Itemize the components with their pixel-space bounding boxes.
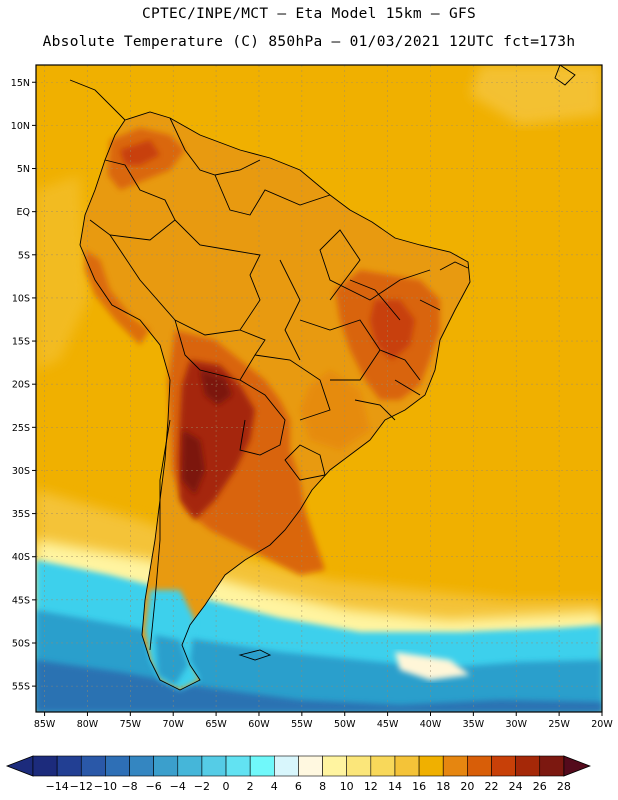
colorbar-swatch: [225, 755, 251, 777]
warm-ocean-patch: [470, 65, 602, 125]
colorbar-label: 16: [412, 780, 426, 793]
lon-tick-label: 20W: [591, 719, 613, 730]
chart-title-line2: Absolute Temperature (C) 850hPa – 01/03/…: [42, 34, 576, 50]
colorbar-label: 28: [557, 780, 571, 793]
lat-tick-label: 5S: [18, 250, 30, 261]
colorbar-swatch: [346, 755, 372, 777]
colorbar-swatch: [467, 755, 492, 777]
colorbar-min-arrow: [5, 755, 34, 777]
colorbar-swatch: [274, 755, 299, 777]
colorbar-swatch: [394, 755, 420, 777]
cold-land-deep: [155, 635, 188, 685]
lat-tick-label: 5N: [17, 164, 30, 175]
lon-tick-label: 25W: [548, 719, 570, 730]
colorbar-swatch: [442, 755, 468, 777]
lat-tick-label: 50S: [12, 638, 30, 649]
lat-tick-label: 15N: [11, 78, 30, 89]
colorbar-label: 18: [436, 780, 450, 793]
warm-region: [300, 370, 370, 450]
colorbar-label: −14: [46, 780, 69, 793]
colorbar-label: 2: [247, 780, 254, 793]
warm-ocean-patch: [36, 175, 88, 370]
very-hot-core: [120, 140, 160, 165]
lon-tick-label: 75W: [120, 719, 142, 730]
colorbar-swatch: [249, 755, 275, 777]
very-hot-core: [200, 370, 232, 405]
lon-tick-label: 55W: [291, 719, 313, 730]
colorbar-label: 6: [295, 780, 302, 793]
graticule: [36, 65, 602, 712]
colorbar-swatch: [56, 755, 82, 777]
very-hot-core: [370, 300, 415, 360]
colorbar-label: 24: [509, 780, 523, 793]
lat-tick-label: 15S: [12, 337, 30, 348]
colorbar-label: −8: [121, 780, 137, 793]
colorbar-swatch: [80, 755, 106, 777]
lon-tick-label: 70W: [162, 719, 184, 730]
colorbar-swatch: [32, 755, 58, 777]
hot-region: [85, 250, 150, 345]
latitude-axis: 15N 10N 5N EQ 5S 10S 15S 20S 25S 30S 35S 40S 45S 50S 5…: [11, 78, 36, 693]
colorbar-label: 4: [271, 780, 278, 793]
colorbar-swatch: [370, 755, 396, 777]
lat-tick-label: 45S: [12, 595, 30, 606]
colorbar-label: 0: [223, 780, 230, 793]
colorbar-swatch: [515, 755, 541, 777]
colorbar-swatch: [177, 755, 203, 777]
lat-tick-label: EQ: [17, 207, 30, 218]
longitude-axis: 85W 80W 75W 70W 65W 60W 55W 50W 45W 40W 35W 30W 25W 2…: [34, 712, 613, 730]
temperature-field: [36, 65, 602, 712]
colorbar-swatch: [201, 755, 227, 777]
lat-tick-label: 55S: [12, 682, 30, 693]
lat-tick-label: 40S: [12, 552, 30, 563]
colorbar-label: 22: [484, 780, 498, 793]
colorbar-label: −4: [170, 780, 186, 793]
lon-tick-label: 30W: [506, 719, 528, 730]
lat-tick-label: 35S: [12, 509, 30, 520]
colorbar-swatch: [322, 755, 347, 777]
colorbar-label: −10: [94, 780, 117, 793]
colorbar-swatch: [491, 755, 516, 777]
lat-tick-label: 25S: [12, 423, 30, 434]
very-hot-core: [182, 430, 205, 495]
colorbar: −14 −12 −10 −8 −6 −4 −2 0 2 4 6 8 10 12 14 16 18 20 22 24 26…: [5, 755, 591, 793]
colorbar-swatch: [418, 755, 444, 777]
lat-tick-label: 30S: [12, 466, 30, 477]
colorbar-label: 12: [364, 780, 378, 793]
map-frame: [35, 64, 603, 713]
chart-title-line1: CPTEC/INPE/MCT – Eta Model 15km – GFS: [141, 6, 477, 22]
colorbar-label: 10: [340, 780, 354, 793]
lon-tick-label: 85W: [34, 719, 56, 730]
cold-core: [36, 660, 602, 712]
colorbar-label: 14: [388, 780, 402, 793]
colorbar-swatch: [105, 755, 130, 777]
lon-tick-label: 40W: [420, 719, 442, 730]
colorbar-label: 20: [460, 780, 474, 793]
lon-tick-label: 65W: [205, 719, 227, 730]
colorbar-swatch: [153, 755, 179, 777]
colorbar-label: −6: [146, 780, 162, 793]
colorbar-swatch: [129, 755, 154, 777]
colorbar-label: −2: [194, 780, 210, 793]
colorbar-label: −12: [70, 780, 93, 793]
lon-tick-label: 35W: [463, 719, 485, 730]
lat-tick-label: 20S: [12, 380, 30, 391]
lon-tick-label: 45W: [377, 719, 399, 730]
colorbar-max-arrow: [563, 755, 591, 777]
colorbar-swatch: [298, 755, 323, 777]
colorbar-swatch: [539, 755, 565, 777]
lon-tick-label: 50W: [334, 719, 356, 730]
lon-tick-label: 60W: [248, 719, 270, 730]
lon-tick-label: 80W: [77, 719, 99, 730]
lat-tick-label: 10S: [12, 293, 30, 304]
pale-patch: [395, 652, 470, 680]
country-borders: [69, 65, 576, 691]
colorbar-label: 26: [533, 780, 547, 793]
colorbar-label: 8: [319, 780, 326, 793]
lat-tick-label: 10N: [11, 121, 30, 132]
